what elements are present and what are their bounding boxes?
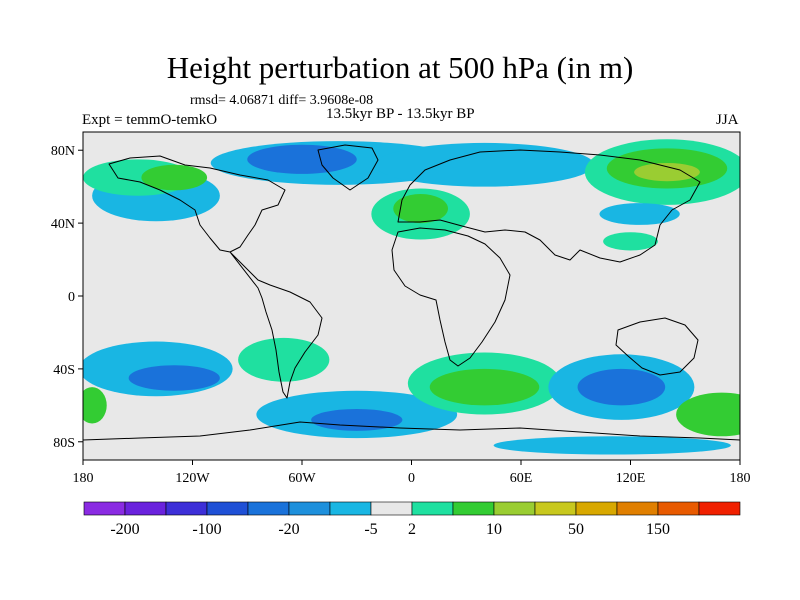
field-region	[676, 392, 740, 437]
field-region	[238, 337, 330, 382]
stats-line: rmsd= 4.06871 diff= 3.9608e-08	[190, 93, 374, 108]
coastline-central-south-america	[229, 251, 323, 399]
colorbar-swatch	[452, 501, 495, 516]
field-region	[141, 164, 208, 191]
colorbar-swatch	[370, 501, 413, 516]
colorbar-swatch	[165, 501, 208, 516]
colorbar-swatch	[124, 501, 167, 516]
coastline-antarctica	[83, 421, 740, 441]
field-region	[577, 368, 666, 406]
colorbar-label: 50	[568, 521, 584, 538]
field-region	[247, 144, 357, 174]
colorbar-swatch	[83, 501, 126, 516]
coastline-greenland	[317, 144, 379, 191]
coastline-australia	[615, 317, 699, 376]
field-region	[599, 203, 680, 225]
lon-tick-label: 60E	[510, 471, 533, 486]
lat-tick-label: 40S	[53, 363, 75, 378]
lon-tick-label: 120E	[616, 471, 646, 486]
lon-tick-label: 180	[730, 471, 751, 486]
height-perturbation-field	[83, 139, 740, 455]
colorbar-swatch	[534, 501, 577, 516]
field-region	[634, 162, 700, 182]
field-region	[429, 368, 540, 406]
colorbar-swatch	[288, 501, 331, 516]
field-region	[83, 387, 107, 424]
lat-tick-label: 80S	[53, 436, 75, 451]
field-region	[128, 365, 220, 391]
coastline-eurasia	[397, 149, 701, 263]
colorbar-swatch	[657, 501, 700, 516]
map-area: 80N 40N 0 40S 80S 180 120W 60W 0 60E 120E 180	[51, 131, 751, 486]
lat-tick-label: 40N	[51, 217, 75, 232]
lat-tick-label: 0	[68, 290, 75, 305]
colorbar-swatch	[493, 501, 536, 516]
field-region	[375, 142, 594, 187]
lat-tick-label: 80N	[51, 144, 75, 159]
colorbar-label: -5	[364, 521, 377, 538]
colorbar-swatch	[616, 501, 659, 516]
coastline-africa	[391, 227, 511, 367]
colorbar-label: 2	[408, 521, 416, 538]
coastline-north-america	[108, 155, 286, 253]
field-region	[603, 232, 658, 251]
coastlines	[83, 144, 740, 441]
colorbar-swatch	[575, 501, 618, 516]
colorbar-swatch	[329, 501, 372, 516]
lon-tick-label: 120W	[175, 471, 210, 486]
latitude-axis: 80N 40N 0 40S 80S	[51, 144, 83, 451]
colorbar-label: 150	[646, 521, 670, 538]
experiment-label: Expt = temmO-temkO	[82, 112, 218, 128]
lon-tick-label: 0	[408, 471, 415, 486]
field-region	[493, 436, 731, 455]
colorbar-label: -200	[110, 521, 139, 538]
field-region	[311, 408, 403, 431]
colorbar-label: -20	[278, 521, 299, 538]
colorbar-swatch	[698, 501, 741, 516]
plot-title: Height perturbation at 500 hPa (in m)	[166, 50, 634, 85]
period-label: 13.5kyr BP - 13.5kyr BP	[326, 106, 475, 122]
colorbar-swatch	[411, 501, 454, 516]
lon-tick-label: 180	[73, 471, 94, 486]
season-label: JJA	[716, 112, 739, 128]
colorbar-swatch	[247, 501, 290, 516]
field-region	[393, 193, 448, 224]
colorbar: -200 -100 -20 -5 2 10 50 150	[83, 501, 741, 538]
lon-tick-label: 60W	[288, 471, 316, 486]
colorbar-swatch	[206, 501, 249, 516]
colorbar-label: -100	[192, 521, 221, 538]
longitude-axis: 180 120W 60W 0 60E 120E 180	[73, 460, 751, 486]
colorbar-label: 10	[486, 521, 502, 538]
